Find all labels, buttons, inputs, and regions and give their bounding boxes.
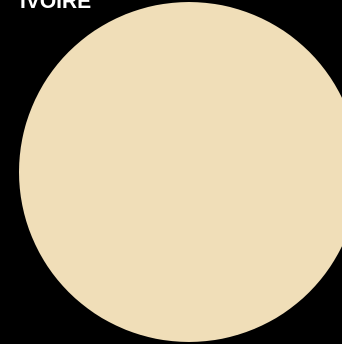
- color-swatch-circle: [19, 2, 342, 342]
- color-name-label: IVOIRE: [20, 0, 92, 13]
